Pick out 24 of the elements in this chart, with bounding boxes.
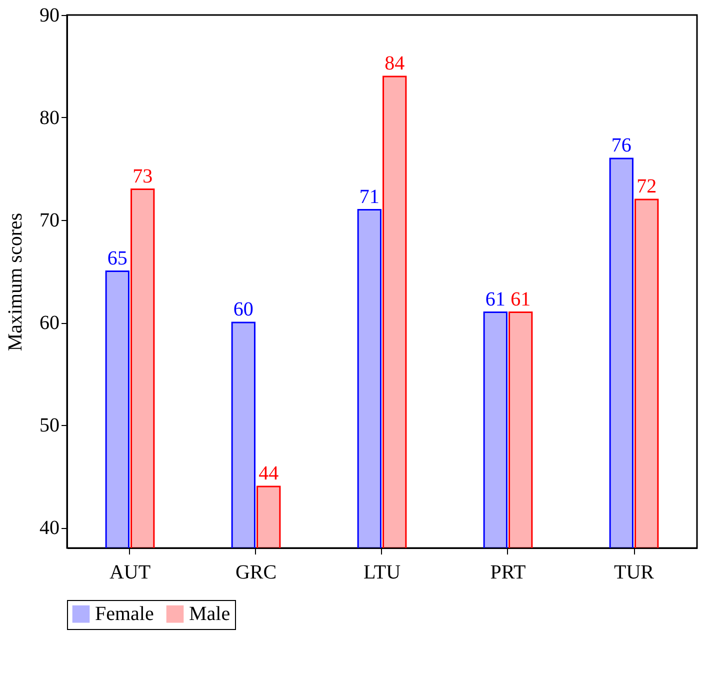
data-label: 73 bbox=[132, 165, 153, 188]
x-tick-label: TUR bbox=[614, 562, 655, 584]
y-tick-label: 60 bbox=[40, 312, 60, 334]
y-tick-label: 50 bbox=[40, 414, 60, 436]
x-tick-label: LTU bbox=[363, 562, 402, 584]
data-label: 84 bbox=[384, 52, 405, 74]
x-tick-label: GRC bbox=[235, 562, 277, 584]
y-axis-title: Maximum scores bbox=[4, 212, 26, 352]
data-label: 65 bbox=[107, 247, 128, 270]
data-label: 71 bbox=[359, 186, 380, 208]
data-label: 44 bbox=[258, 462, 279, 484]
x-tick-label: AUT bbox=[109, 562, 151, 584]
data-label: 61 bbox=[485, 288, 506, 310]
y-tick-label: 70 bbox=[40, 210, 60, 232]
y-tick-label: 80 bbox=[40, 107, 60, 129]
x-tick-label: PRT bbox=[490, 562, 526, 584]
data-label: 76 bbox=[611, 134, 632, 156]
legend-label: Female bbox=[95, 603, 154, 626]
data-label: 72 bbox=[636, 176, 657, 198]
y-tick-label: 90 bbox=[40, 4, 60, 26]
legend-label: Male bbox=[189, 603, 230, 626]
data-label: 60 bbox=[233, 298, 254, 320]
y-tick-label: 40 bbox=[40, 517, 60, 539]
data-label: 61 bbox=[510, 288, 531, 310]
